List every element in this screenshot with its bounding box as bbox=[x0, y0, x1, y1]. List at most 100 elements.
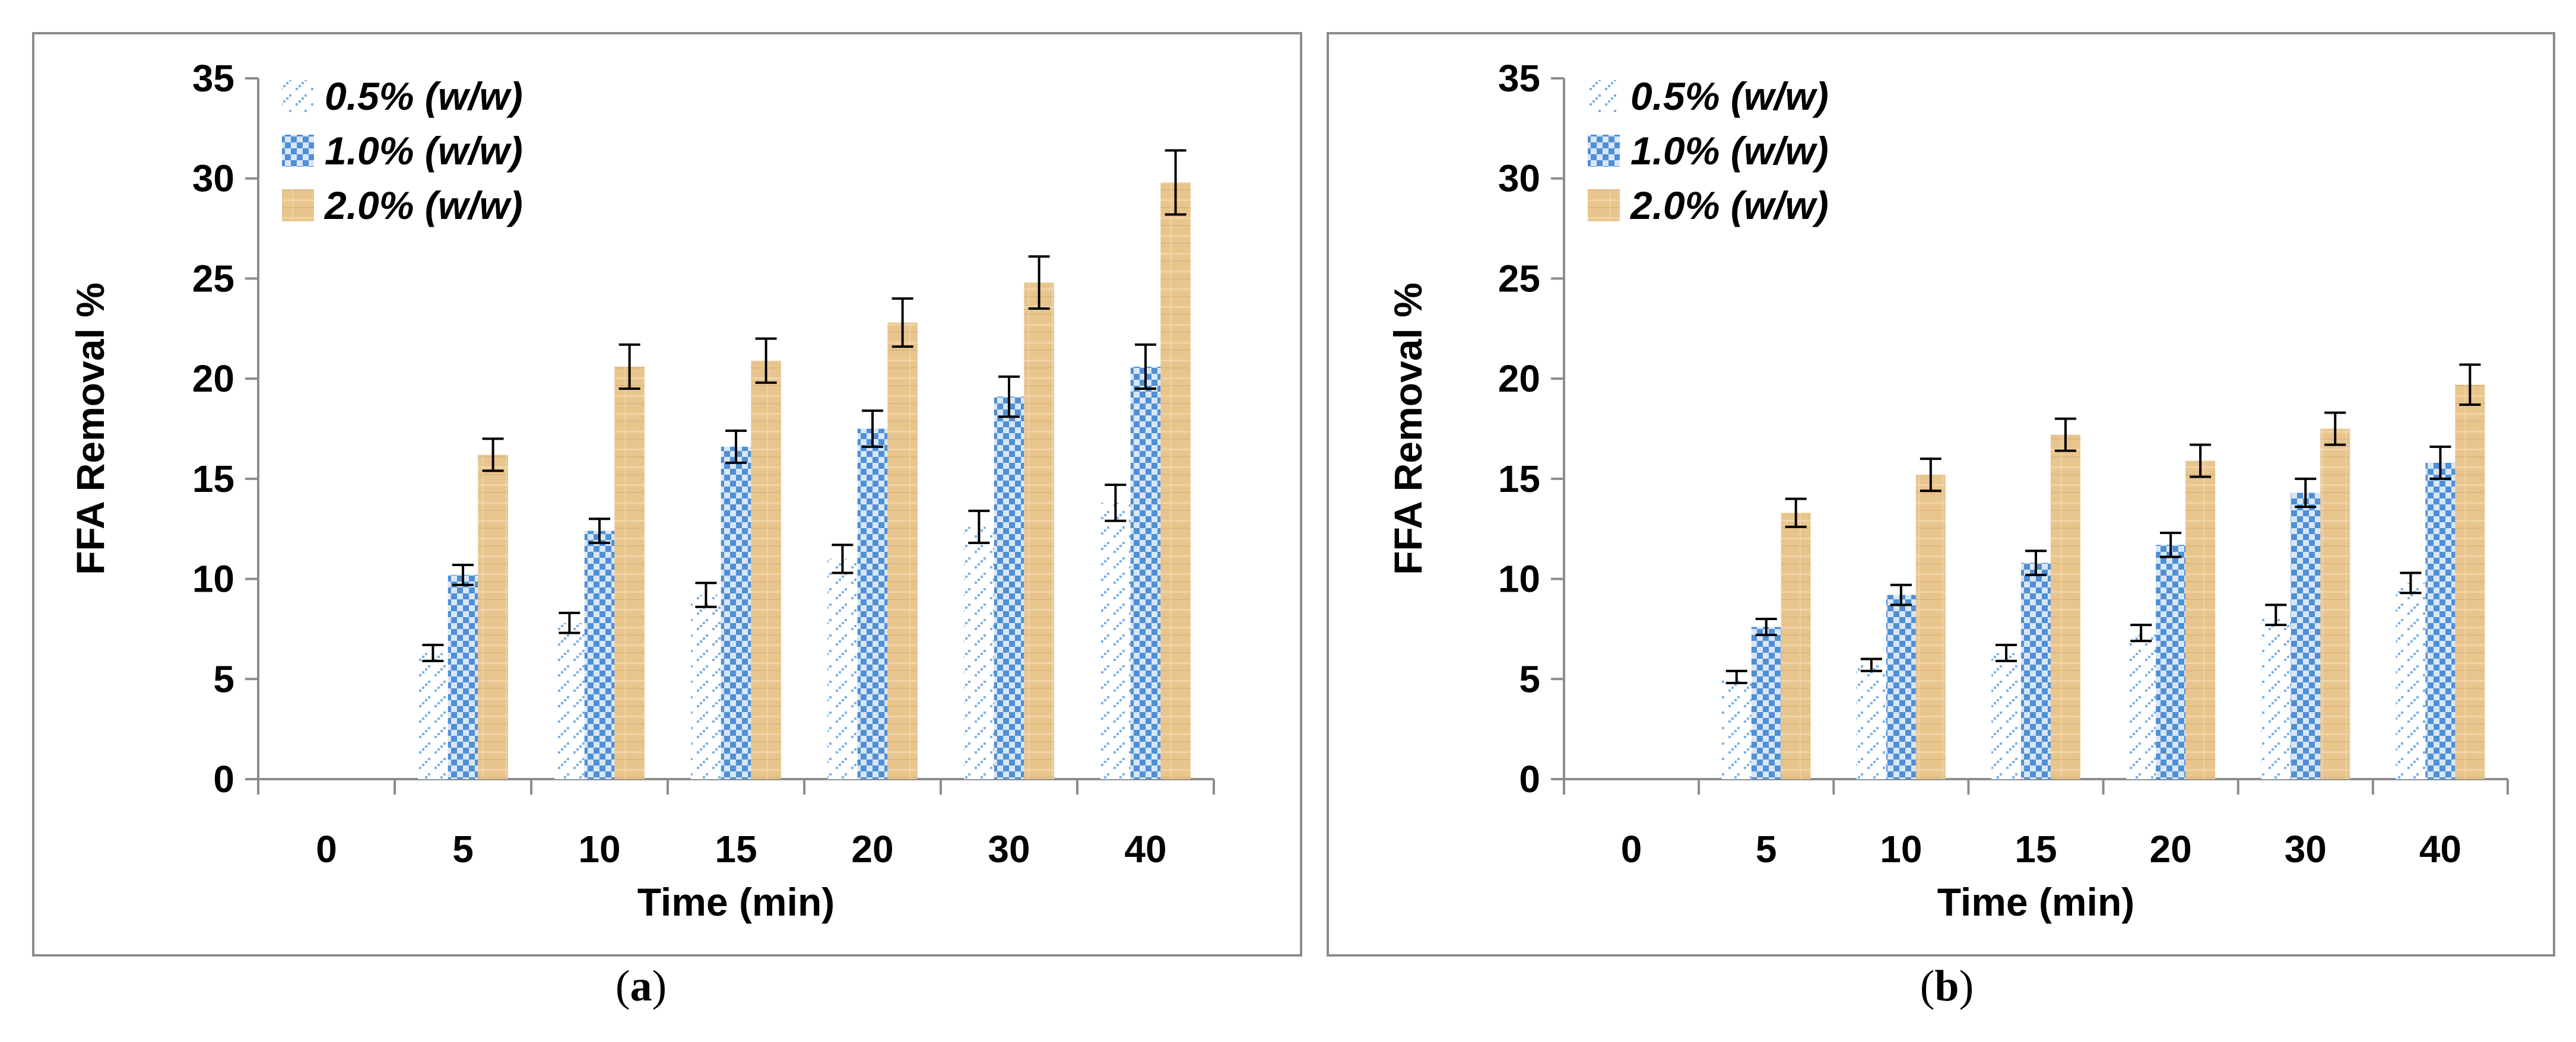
y-tick-label: 25 bbox=[1498, 257, 1540, 300]
legend-swatch-icon bbox=[282, 189, 314, 221]
bar bbox=[2425, 462, 2456, 779]
x-tick-label: 10 bbox=[578, 828, 620, 871]
error-bar bbox=[2295, 477, 2317, 509]
y-tick-label: 15 bbox=[1498, 458, 1540, 500]
x-tick-label: 15 bbox=[2015, 828, 2057, 871]
y-axis-label: FFA Removal % bbox=[68, 282, 112, 575]
y-tick-label: 20 bbox=[1498, 357, 1540, 400]
bar bbox=[2021, 563, 2051, 779]
bar bbox=[2455, 385, 2485, 779]
legend-label: 1.0% (w/w) bbox=[325, 129, 523, 173]
panel-caption-a: (a) bbox=[615, 962, 667, 1011]
bar bbox=[2261, 615, 2291, 779]
bar bbox=[1781, 513, 1811, 779]
legend-label: 2.0% (w/w) bbox=[323, 183, 523, 227]
legend-label: 1.0% (w/w) bbox=[1630, 129, 1829, 173]
x-axis-label: Time (min) bbox=[1937, 880, 2134, 924]
y-tick-label: 0 bbox=[1519, 758, 1540, 800]
y-tick-label: 5 bbox=[1519, 657, 1540, 700]
x-tick-label: 20 bbox=[2150, 828, 2192, 871]
bar bbox=[994, 396, 1024, 779]
error-bar bbox=[755, 337, 777, 384]
x-tick-label: 5 bbox=[1756, 828, 1777, 871]
y-tick-label: 10 bbox=[1498, 558, 1540, 601]
bar bbox=[614, 366, 645, 779]
error-bar bbox=[1165, 149, 1187, 216]
legend-swatch-icon bbox=[1588, 135, 1620, 167]
error-bar bbox=[422, 643, 444, 662]
bar bbox=[1130, 366, 1161, 779]
error-bar bbox=[482, 437, 504, 472]
y-tick-label: 20 bbox=[192, 357, 234, 400]
chart-a: 0 5 10 15 20 25 30 35 0 5 10 15 20 30 40 FFA Removal % T… bbox=[68, 57, 1215, 924]
legend-swatch-icon bbox=[1588, 189, 1620, 221]
bar bbox=[2320, 428, 2350, 779]
x-tick-label: 5 bbox=[452, 828, 474, 871]
bar bbox=[1991, 653, 2022, 779]
bar bbox=[1024, 282, 1054, 780]
error-bar bbox=[589, 517, 610, 544]
bar bbox=[2185, 460, 2216, 779]
error-bar bbox=[1028, 255, 1050, 310]
error-bar bbox=[1890, 583, 1912, 606]
y-tick-label: 10 bbox=[192, 558, 234, 601]
error-bar bbox=[618, 343, 640, 390]
y-axis-label: FFA Removal % bbox=[1386, 282, 1430, 575]
legend-label: 2.0% (w/w) bbox=[1629, 183, 1829, 227]
x-tick-label: 30 bbox=[988, 828, 1030, 871]
error-bar bbox=[1996, 643, 2017, 662]
bar bbox=[827, 558, 858, 779]
error-bar bbox=[1755, 618, 1777, 637]
bar bbox=[2126, 633, 2156, 779]
error-bar bbox=[1920, 458, 1941, 493]
bar bbox=[1721, 676, 1752, 779]
y-tick-label: 35 bbox=[192, 57, 234, 100]
y-tick-label: 0 bbox=[213, 758, 234, 800]
error-bar bbox=[1725, 669, 1747, 685]
bar bbox=[721, 446, 751, 779]
chart-b: 0 5 10 15 20 25 30 35 0 5 10 15 20 30 40 FFA Removal % T… bbox=[1386, 57, 2509, 924]
error-bar bbox=[832, 544, 854, 574]
bar bbox=[2396, 583, 2426, 779]
bar bbox=[554, 622, 585, 779]
x-tick-label: 10 bbox=[1880, 828, 1922, 871]
error-bar bbox=[862, 409, 883, 448]
bar bbox=[857, 428, 888, 779]
error-bar bbox=[1860, 657, 1882, 672]
bar bbox=[751, 360, 781, 779]
bar bbox=[2291, 493, 2321, 779]
error-bar bbox=[725, 429, 747, 464]
bar bbox=[691, 595, 721, 779]
error-bar bbox=[2429, 445, 2451, 480]
x-tick-label: 0 bbox=[1621, 828, 1642, 871]
bar bbox=[448, 574, 478, 779]
bar bbox=[1915, 475, 1946, 779]
y-tick-label: 25 bbox=[192, 257, 234, 300]
error-bar bbox=[2400, 571, 2422, 595]
legend-swatch-icon bbox=[282, 80, 314, 112]
bar bbox=[1100, 503, 1131, 779]
bar bbox=[1886, 595, 1916, 779]
bar bbox=[964, 526, 994, 779]
bar bbox=[1751, 627, 1781, 779]
legend-swatch-icon bbox=[282, 135, 314, 167]
error-bar bbox=[1105, 483, 1127, 522]
bar bbox=[478, 455, 508, 779]
error-bar bbox=[2130, 624, 2152, 643]
bar bbox=[1856, 665, 1886, 779]
bar bbox=[584, 530, 615, 779]
panel-caption-b-letter: b bbox=[1934, 962, 1959, 1011]
bar bbox=[418, 653, 448, 779]
error-bar bbox=[892, 297, 913, 348]
bar bbox=[2050, 434, 2080, 779]
error-bar bbox=[998, 375, 1020, 418]
error-bar bbox=[968, 509, 990, 544]
y-tick-label: 5 bbox=[213, 657, 234, 700]
panel-caption-a-letter: a bbox=[630, 962, 652, 1011]
x-tick-label: 0 bbox=[316, 828, 337, 871]
y-tick-label: 35 bbox=[1498, 57, 1540, 100]
error-bar bbox=[695, 582, 717, 608]
x-tick-label: 30 bbox=[2285, 828, 2327, 871]
error-bar bbox=[1135, 343, 1156, 390]
x-tick-label: 40 bbox=[1124, 828, 1166, 871]
